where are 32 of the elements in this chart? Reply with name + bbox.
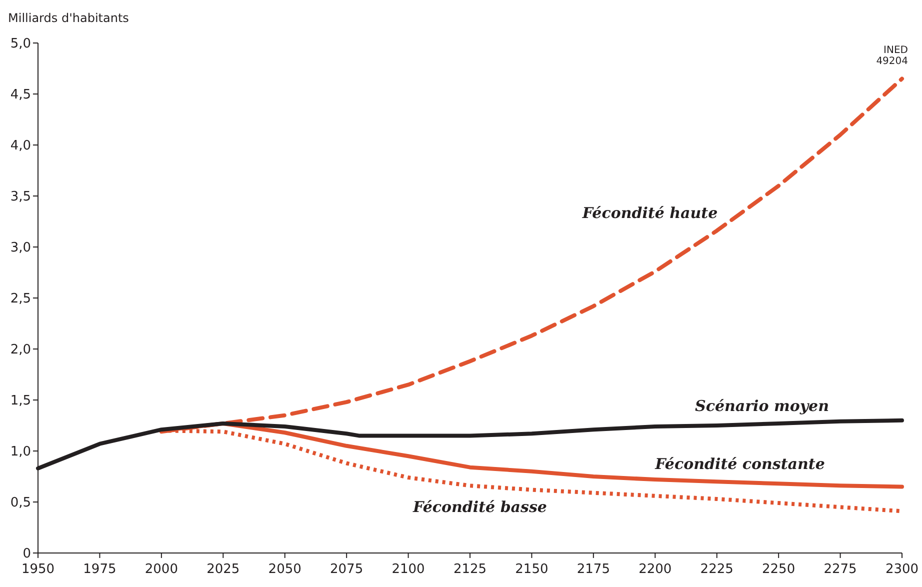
x-tick-label: 2125	[453, 562, 487, 577]
y-axis-title: Milliards d'habitants	[8, 11, 129, 25]
x-tick-label: 2175	[576, 562, 610, 577]
x-tick-label: 2225	[700, 562, 734, 577]
x-tick-label: 1975	[83, 562, 116, 577]
series-label: Scénario moyen	[694, 397, 830, 415]
x-tick-label: 1950	[21, 562, 55, 577]
y-tick-label: 0	[22, 546, 31, 562]
x-tick-label: 2275	[824, 562, 857, 577]
y-tick-label: 1,5	[10, 394, 31, 409]
y-tick-label: 2,5	[10, 292, 31, 307]
x-tick-label: 2025	[206, 562, 240, 577]
y-tick-label: 4,5	[10, 88, 31, 103]
series-label: Fécondité haute	[581, 204, 718, 222]
y-tick-label: 3,0	[10, 240, 31, 256]
x-tick-label: 2075	[330, 562, 364, 577]
x-tick-label: 2050	[268, 562, 302, 577]
series-label: Fécondité basse	[412, 498, 547, 516]
y-tick-label: 5,0	[10, 36, 31, 52]
y-tick-label: 4,0	[10, 138, 31, 154]
y-tick-label: 3,5	[10, 190, 31, 205]
x-tick-label: 2300	[885, 562, 919, 577]
y-tick-label: 2,0	[10, 342, 31, 358]
y-tick-label: 1,0	[10, 444, 31, 460]
x-tick-label: 2200	[638, 562, 672, 577]
x-tick-label: 2250	[762, 562, 796, 577]
annotation: INED 49204	[876, 45, 908, 67]
series-label: Fécondité constante	[654, 455, 825, 473]
x-tick-label: 2100	[392, 562, 425, 577]
x-tick-label: 2000	[144, 562, 178, 577]
x-tick-label: 2150	[515, 562, 548, 577]
y-tick-label: 0,5	[10, 496, 31, 511]
